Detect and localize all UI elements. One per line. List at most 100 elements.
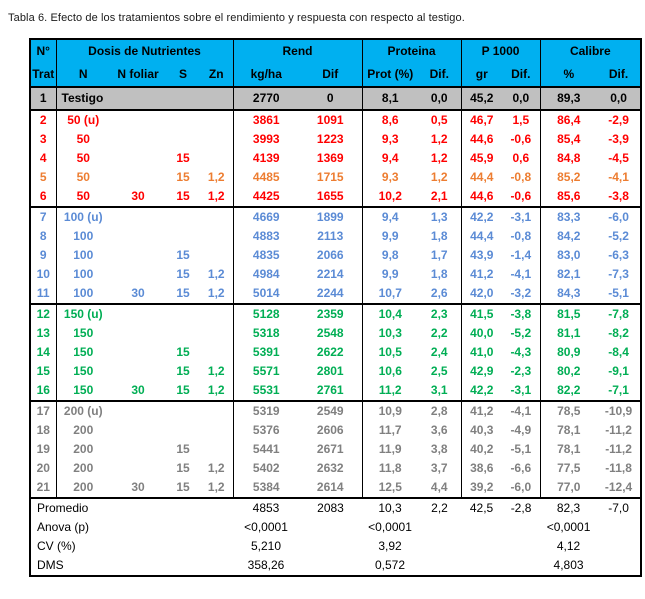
cell-kgha: 4425 — [232, 187, 300, 208]
cell-gr-dif: -0,8 — [510, 229, 532, 243]
summary-gr-dif — [502, 556, 540, 576]
treatment-row-8: 8 100 4883 2113 9,9 1,8 44,4 -0,8 84,2 -5,2 — [30, 227, 641, 246]
cell-prot: 10,6 — [361, 362, 419, 381]
cell-prot-dif: 1,2 — [430, 151, 448, 165]
cell-cal-dif: -3,9 — [608, 132, 629, 146]
cell-n: 100 — [55, 246, 110, 265]
summary-prot: 0,572 — [375, 558, 406, 572]
cell-prot: 9,9 — [361, 227, 419, 246]
cell-gr: 41,2 — [460, 401, 503, 421]
cell-cal: 82,2 — [539, 381, 598, 402]
summary-kgha: 4853 — [252, 501, 280, 515]
cell-cal-dif: -2,9 — [608, 113, 629, 127]
header-group-calibre: Calibre — [539, 39, 642, 63]
cell-kgha: 5128 — [232, 304, 300, 324]
cell-s: 15 — [166, 187, 200, 208]
cell-gr: 41,2 — [460, 265, 503, 284]
cell-kgha: 5441 — [232, 440, 300, 459]
cell-kgha: 3861 — [232, 110, 300, 130]
cell-rend-dif: 1899 — [316, 210, 344, 224]
treatment-row-15: 15 150 15 1,2 5571 2801 10,6 2,5 42,9 -2,3 80,2 -9,… — [30, 362, 641, 381]
cell-prot: 10,9 — [361, 401, 419, 421]
cell-cal: 81,1 — [539, 324, 598, 343]
cell-rend-dif: 2671 — [316, 442, 344, 456]
cell-cal: 84,8 — [539, 149, 598, 168]
cell-cal-dif: -7,8 — [608, 307, 629, 321]
header-n: N — [55, 63, 110, 88]
summary-kgha: 5,210 — [251, 539, 282, 553]
cell-cal-dif: -11,2 — [605, 423, 632, 437]
cell-trat: 13 — [36, 326, 50, 340]
cell-prot: 11,2 — [361, 381, 419, 402]
cell-prot-dif: 1,8 — [430, 229, 448, 243]
cell-gr-dif: 0,6 — [512, 151, 530, 165]
cell-gr-dif: -4,1 — [510, 267, 532, 281]
cell-n: 200 (u) — [55, 401, 110, 421]
cell-gr-dif: -6,0 — [502, 478, 541, 499]
cell-n: 50 (u) — [55, 110, 110, 130]
cell-kgha: 5571 — [232, 362, 300, 381]
cell-kgha: 5391 — [232, 343, 300, 362]
cell-kgha: 5402 — [232, 459, 300, 478]
cell-trat: 20 — [36, 461, 50, 475]
header-gr-dif: Dif. — [502, 63, 541, 88]
cell-prot: 9,3 — [361, 168, 419, 187]
cell-n: 50 — [55, 130, 110, 149]
cell-gr: 43,9 — [460, 246, 503, 265]
cell-cal-dif: -6,0 — [608, 210, 629, 224]
cell-gr-dif: -4,9 — [510, 423, 532, 437]
cell-rend-dif: 2113 — [317, 229, 344, 243]
summary-prot-dif — [418, 518, 461, 537]
cell-prot-dif: 1,2 — [430, 170, 448, 184]
cell-cal-dif: -6,3 — [608, 248, 629, 262]
header-rend-dif: Dif — [299, 63, 363, 88]
cell-gr: 40,0 — [460, 324, 503, 343]
cell-prot: 10,4 — [361, 304, 419, 324]
cell-trat: 17 — [36, 404, 50, 418]
treatment-row-19: 19 200 15 5441 2671 11,9 3,8 40,2 -5,1 78,1 -11,2 — [30, 440, 641, 459]
cell-trat: 12 — [36, 307, 50, 321]
cell-cal: 89,3 — [539, 86, 598, 111]
cell-cal-dif: -12,4 — [597, 478, 642, 499]
cell-prot: 9,3 — [361, 130, 419, 149]
cell-trat: 16 — [30, 381, 56, 402]
cell-n-foliar — [110, 440, 166, 459]
cell-prot: 10,3 — [361, 324, 419, 343]
cell-gr-dif: -1,4 — [510, 248, 532, 262]
treatment-row-18: 18 200 5376 2606 11,7 3,6 40,3 -4,9 78,1 -11,2 — [30, 421, 641, 440]
cell-gr-dif: 0,0 — [502, 86, 541, 111]
cell-prot: 11,7 — [361, 421, 419, 440]
cell-prot: 11,8 — [361, 459, 419, 478]
cell-zn — [200, 207, 233, 227]
cell-kgha: 5318 — [232, 324, 300, 343]
cell-n-foliar — [110, 304, 166, 324]
cell-prot-dif: 1,3 — [430, 210, 448, 224]
cell-zn — [200, 421, 233, 440]
cell-cal-dif: 0,0 — [597, 86, 642, 111]
cell-prot-dif: 2,2 — [430, 326, 448, 340]
cell-prot-dif: 3,8 — [430, 442, 448, 456]
cell-gr: 44,4 — [460, 168, 503, 187]
summary-row-dms: DMS 358,26 0,572 4,803 — [30, 556, 641, 576]
treatment-row-17: 17 200 (u) 5319 2549 10,9 2,8 41,2 -4,1 78,5 -10,… — [30, 401, 641, 421]
cell-prot-dif: 3,7 — [430, 461, 448, 475]
cell-n-foliar — [110, 246, 166, 265]
cell-s: 15 — [176, 442, 190, 456]
cell-n-foliar — [110, 110, 166, 130]
cell-cal: 84,3 — [539, 284, 598, 305]
header-group-proteina: Proteina — [361, 39, 462, 63]
cell-prot-dif: 2,8 — [430, 404, 448, 418]
summary-prot-dif — [418, 556, 461, 576]
summary-prot: 10,3 — [378, 501, 402, 515]
cell-s: 15 — [176, 170, 190, 184]
cell-gr-dif: -4,3 — [510, 345, 532, 359]
cell-gr-dif: -3,1 — [502, 381, 541, 402]
cell-n-foliar: 30 — [110, 381, 166, 402]
treatment-row-21: 21 200 30 15 1,2 5384 2614 12,5 4,4 39,2 -6,0 77,0-… — [30, 478, 642, 499]
cell-trat: 4 — [39, 151, 47, 165]
cell-trat: 19 — [36, 442, 50, 456]
cell-zn: 1,2 — [207, 364, 225, 378]
header-zn: Zn — [200, 63, 234, 88]
cell-kgha: 5319 — [232, 401, 300, 421]
cell-cal: 84,2 — [539, 227, 598, 246]
